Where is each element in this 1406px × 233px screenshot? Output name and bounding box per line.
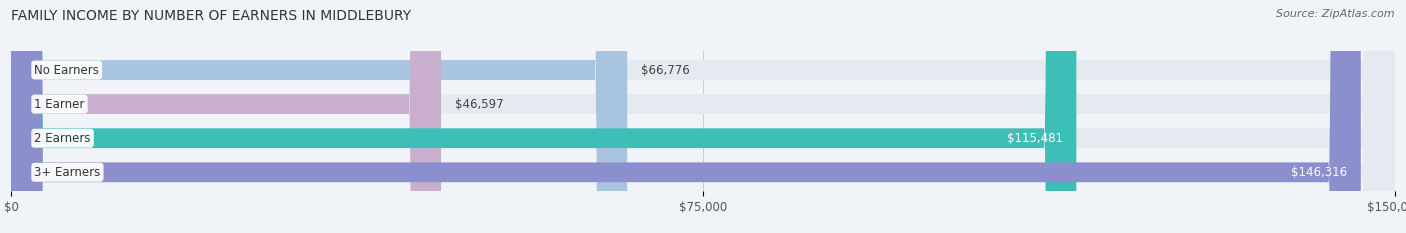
FancyBboxPatch shape bbox=[11, 0, 441, 233]
Text: No Earners: No Earners bbox=[34, 64, 100, 76]
Text: $66,776: $66,776 bbox=[641, 64, 690, 76]
FancyBboxPatch shape bbox=[11, 0, 1395, 233]
Text: $115,481: $115,481 bbox=[1007, 132, 1063, 145]
Text: 2 Earners: 2 Earners bbox=[34, 132, 91, 145]
Text: Source: ZipAtlas.com: Source: ZipAtlas.com bbox=[1277, 9, 1395, 19]
Text: $146,316: $146,316 bbox=[1291, 166, 1347, 179]
Text: 3+ Earners: 3+ Earners bbox=[34, 166, 101, 179]
Text: $46,597: $46,597 bbox=[456, 98, 503, 111]
FancyBboxPatch shape bbox=[11, 0, 1395, 233]
Text: 1 Earner: 1 Earner bbox=[34, 98, 84, 111]
FancyBboxPatch shape bbox=[11, 0, 1395, 233]
FancyBboxPatch shape bbox=[11, 0, 627, 233]
Text: FAMILY INCOME BY NUMBER OF EARNERS IN MIDDLEBURY: FAMILY INCOME BY NUMBER OF EARNERS IN MI… bbox=[11, 9, 412, 23]
FancyBboxPatch shape bbox=[11, 0, 1361, 233]
FancyBboxPatch shape bbox=[11, 0, 1395, 233]
FancyBboxPatch shape bbox=[11, 0, 1077, 233]
